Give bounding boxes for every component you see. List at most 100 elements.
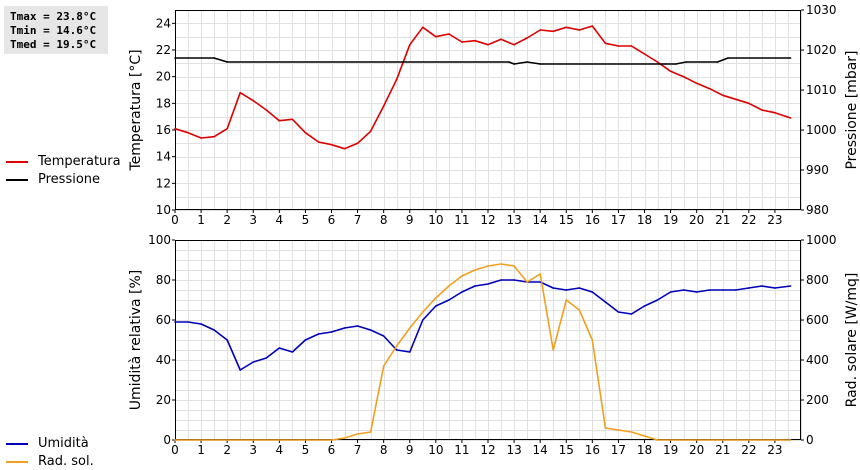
x-tick-label-top: 3 <box>249 213 257 227</box>
legend-label-temperatura: Temperatura <box>38 154 121 169</box>
y-tick-label-top: 24 <box>156 16 171 30</box>
data-point-umidit <box>708 289 711 291</box>
x-tick-label-top: 7 <box>354 213 362 227</box>
legend-label-pressione: Pressione <box>38 172 101 187</box>
data-point-pressione <box>226 61 228 63</box>
y-tick-label-bottom: 80 <box>156 273 171 287</box>
data-point-umidit <box>239 369 241 371</box>
data-point-pressione <box>675 63 677 65</box>
data-point-umidit <box>317 333 320 335</box>
data-point-umidit <box>630 313 633 315</box>
data-point-umidit <box>500 279 502 281</box>
data-point-temperatura <box>474 39 476 42</box>
y2-tick-label-bottom: 400 <box>806 353 829 367</box>
data-point-umidit <box>291 351 294 353</box>
data-point-umidit <box>682 289 685 291</box>
legend-swatch-rad-sol <box>6 461 28 463</box>
data-point-temperatura <box>735 98 737 101</box>
data-point-temperatura <box>656 61 659 63</box>
data-point-temperatura <box>789 117 792 119</box>
data-point-temperatura <box>774 111 776 114</box>
data-point-temperatura <box>461 41 463 43</box>
y2-tick-label-top: 1010 <box>806 83 837 97</box>
data-point-umidit <box>382 335 385 337</box>
data-point-rad-sol <box>448 285 450 287</box>
data-point-rad-sol <box>643 435 646 437</box>
data-point-umidit <box>395 349 398 351</box>
data-point-temperatura <box>630 45 633 47</box>
data-point-umidit <box>448 299 450 301</box>
data-point-temperatura <box>487 43 489 46</box>
data-point-pressione <box>513 63 515 65</box>
data-point-pressione <box>664 63 667 65</box>
data-point-rad-sol <box>565 299 568 301</box>
data-point-umidit <box>252 361 255 363</box>
x-tick-label-bottom: 7 <box>354 443 362 457</box>
data-point-umidit <box>200 323 202 325</box>
series-line-umidit <box>175 279 791 371</box>
data-point-rad-sol <box>617 429 620 431</box>
data-point-pressione <box>213 57 215 59</box>
y-tick-label-top: 10 <box>156 203 171 217</box>
charts-canvas: 0 1 2 3 4 5 6 7 8 9 10 11 12 13 14 15 16 17 18 19 20 21 22 2310… <box>128 3 860 457</box>
y-axis-title-top: Temperatura [°C] <box>128 49 144 171</box>
x-tick-label-bottom: 2 <box>223 443 231 457</box>
y-axis-title-bottom: Umidità relativa [%] <box>128 270 144 411</box>
x-tick-label-bottom: 11 <box>454 443 469 457</box>
data-point-umidit <box>187 321 189 323</box>
x-tick-label-bottom: 18 <box>637 443 652 457</box>
data-point-umidit <box>735 289 737 291</box>
data-point-temperatura <box>526 37 528 39</box>
y2-tick-label-bottom: 200 <box>806 393 829 407</box>
data-point-umidit <box>369 329 372 331</box>
data-point-rad-sol <box>656 439 659 441</box>
data-point-temperatura <box>513 43 515 46</box>
data-point-temperatura <box>174 127 176 130</box>
y2-tick-label-top: 990 <box>806 163 829 177</box>
x-tick-label-bottom: 9 <box>406 443 414 457</box>
x-tick-label-top: 14 <box>533 213 548 227</box>
data-point-temperatura <box>604 42 607 45</box>
data-point-umidit <box>617 311 620 313</box>
y2-tick-label-bottom: 1000 <box>806 233 837 247</box>
data-point-umidit <box>174 321 176 323</box>
x-tick-label-bottom: 15 <box>559 443 574 457</box>
data-point-umidit <box>761 285 763 287</box>
data-point-umidit <box>748 287 750 289</box>
x-tick-label-top: 21 <box>715 213 730 227</box>
x-tick-label-top: 17 <box>611 213 626 227</box>
y2-tick-label-bottom: 800 <box>806 273 829 287</box>
x-tick-label-top: 8 <box>380 213 388 227</box>
data-point-rad-sol <box>591 339 594 341</box>
x-tick-label-top: 18 <box>637 213 652 227</box>
data-point-rad-sol <box>578 309 581 311</box>
data-point-temperatura <box>317 141 320 143</box>
y2-tick-label-top: 1020 <box>806 43 837 57</box>
data-point-temperatura <box>422 26 424 29</box>
data-point-rad-sol <box>474 269 476 271</box>
data-point-temperatura <box>252 99 255 102</box>
data-point-rad-sol <box>395 345 398 347</box>
y-tick-label-top: 20 <box>156 70 171 84</box>
data-point-umidit <box>669 291 672 293</box>
data-point-rad-sol <box>330 439 333 441</box>
plot-frame-top <box>175 10 801 210</box>
data-point-temperatura <box>265 109 268 111</box>
data-point-rad-sol <box>343 437 346 439</box>
y-tick-label-bottom: 60 <box>156 313 171 327</box>
y2-axis-title-bottom: Rad. solare [W/mq] <box>844 273 860 408</box>
tmax-label: Tmax = 23.8°C <box>10 10 97 23</box>
x-tick-label-bottom: 17 <box>611 443 626 457</box>
data-point-pressione <box>727 57 729 59</box>
y-tick-label-bottom: 100 <box>148 233 171 247</box>
data-point-umidit <box>330 331 333 333</box>
data-point-temperatura <box>213 135 215 138</box>
data-point-temperatura <box>617 45 620 47</box>
y2-tick-label-top: 980 <box>806 203 829 217</box>
data-point-temperatura <box>304 131 307 134</box>
x-tick-label-top: 15 <box>559 213 574 227</box>
data-point-umidit <box>539 281 541 283</box>
data-point-temperatura <box>682 75 685 78</box>
tmed-label: Tmed = 19.5°C <box>10 38 97 51</box>
x-tick-label-top: 10 <box>428 213 443 227</box>
